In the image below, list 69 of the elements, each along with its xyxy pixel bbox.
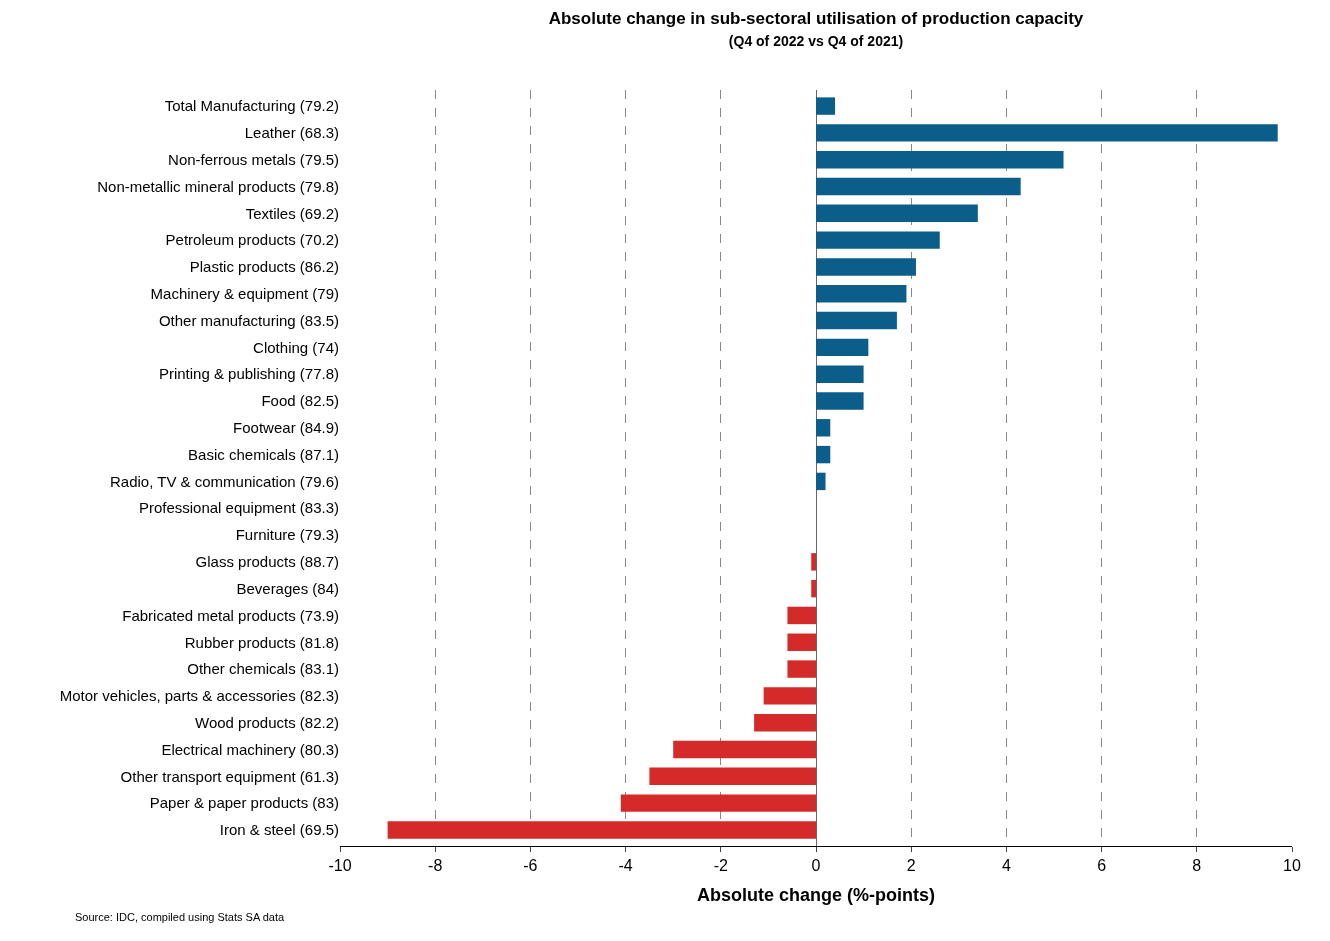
bar [811, 579, 816, 598]
y-tick-label: Furniture (79.3) [235, 526, 339, 544]
y-tick-label: Motor vehicles, parts & accessories (82.3) [59, 687, 339, 705]
bar [754, 713, 816, 732]
bar [816, 392, 864, 410]
bar [816, 285, 907, 303]
y-tick-label: Non-metallic mineral products (79.8) [97, 177, 339, 195]
y-tick-label: Plastic products (86.2) [189, 258, 339, 276]
y-tick-label: Other transport equipment (61.3) [120, 767, 339, 785]
x-tick-label: -10 [328, 857, 352, 875]
y-tick-label: Radio, TV & communication (79.6) [110, 472, 339, 490]
x-tick-label: 6 [1097, 857, 1107, 875]
x-tick-label: 10 [1283, 857, 1301, 875]
y-tick-label: Petroleum products (70.2) [165, 231, 339, 249]
y-tick-label: Other manufacturing (83.5) [158, 311, 339, 329]
y-tick-label: Leather (68.3) [244, 124, 339, 142]
bar [673, 740, 816, 759]
x-tick-label: 0 [811, 857, 821, 875]
x-tick-label: 2 [906, 857, 916, 875]
bar [816, 311, 897, 330]
bar [816, 177, 1021, 196]
y-tick-label: Other chemicals (83.1) [187, 660, 339, 678]
y-tick-label: Rubber products (81.8) [184, 633, 339, 651]
bar [763, 687, 816, 705]
y-tick-label: Fabricated metal products (73.9) [122, 606, 339, 624]
bar [816, 97, 836, 115]
chart-title: Absolute change in sub-sectoral utilisation of production capacity [548, 8, 1084, 28]
x-tick-label: 4 [1001, 857, 1011, 875]
bar [816, 231, 940, 249]
y-tick-label: Footwear (84.9) [233, 419, 339, 437]
bar [811, 553, 816, 571]
y-tick-label: Printing & publishing (77.8) [158, 365, 339, 383]
y-tick-label: Clothing (74) [253, 338, 339, 356]
bar [816, 445, 831, 464]
y-tick-label: Non-ferrous metals (79.5) [168, 150, 339, 168]
bar [816, 150, 1064, 169]
bar [787, 660, 816, 678]
y-tick-label: Paper & paper products (83) [149, 794, 339, 812]
bar [816, 204, 978, 223]
x-axis-title: Absolute change (%-points) [697, 885, 935, 906]
x-tick-label: -6 [523, 857, 538, 875]
x-tick-label: 8 [1192, 857, 1202, 875]
x-tick-label: -4 [618, 857, 633, 875]
y-tick-label: Beverages (84) [236, 579, 339, 597]
bar [816, 124, 1278, 142]
y-tick-label: Iron & steel (69.5) [219, 821, 339, 839]
bar [387, 821, 816, 839]
y-tick-label: Textiles (69.2) [245, 204, 339, 222]
bar [620, 794, 816, 812]
bar [816, 472, 826, 491]
bar [816, 419, 831, 437]
x-tick-label: -2 [713, 857, 729, 875]
y-tick-label: Machinery & equipment (79) [150, 284, 339, 302]
chart-subtitle: (Q4 of 2022 vs Q4 of 2021) [728, 32, 904, 49]
y-tick-label: Food (82.5) [261, 392, 339, 410]
bar [816, 258, 916, 276]
y-tick-label: Wood products (82.2) [195, 713, 339, 731]
y-tick-label: Basic chemicals (87.1) [188, 445, 339, 463]
bar [816, 338, 869, 357]
bar [649, 767, 816, 786]
bar [787, 606, 816, 625]
bar [787, 633, 816, 651]
bar [816, 365, 864, 383]
y-tick-label: Total Manufacturing (79.2) [164, 97, 339, 115]
x-tick-label: -8 [428, 857, 443, 875]
y-tick-label: Electrical machinery (80.3) [161, 740, 339, 758]
source-note: Source: IDC, compiled using Stats SA data [75, 911, 285, 923]
y-tick-label: Professional equipment (83.3) [138, 499, 339, 517]
y-tick-label: Glass products (88.7) [195, 553, 339, 571]
